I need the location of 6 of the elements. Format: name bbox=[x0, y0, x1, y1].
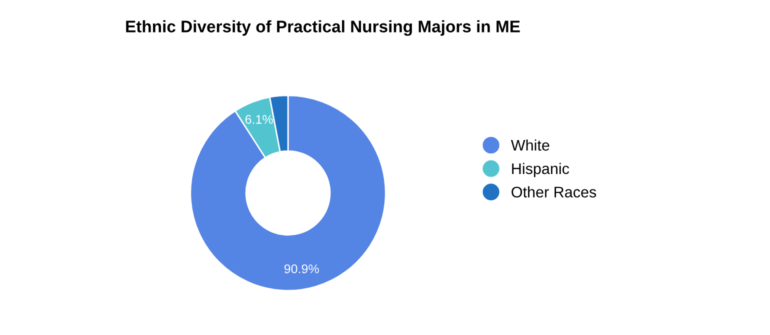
chart-title: Ethnic Diversity of Practical Nursing Majors in ME bbox=[126, 20, 520, 36]
data-label: 90.9% bbox=[284, 264, 319, 274]
data-label: 6.1% bbox=[245, 114, 273, 124]
legend-label: Other Races bbox=[512, 186, 596, 198]
legend-label: White bbox=[510, 139, 550, 151]
legend-label: Hispanic bbox=[512, 162, 570, 178]
